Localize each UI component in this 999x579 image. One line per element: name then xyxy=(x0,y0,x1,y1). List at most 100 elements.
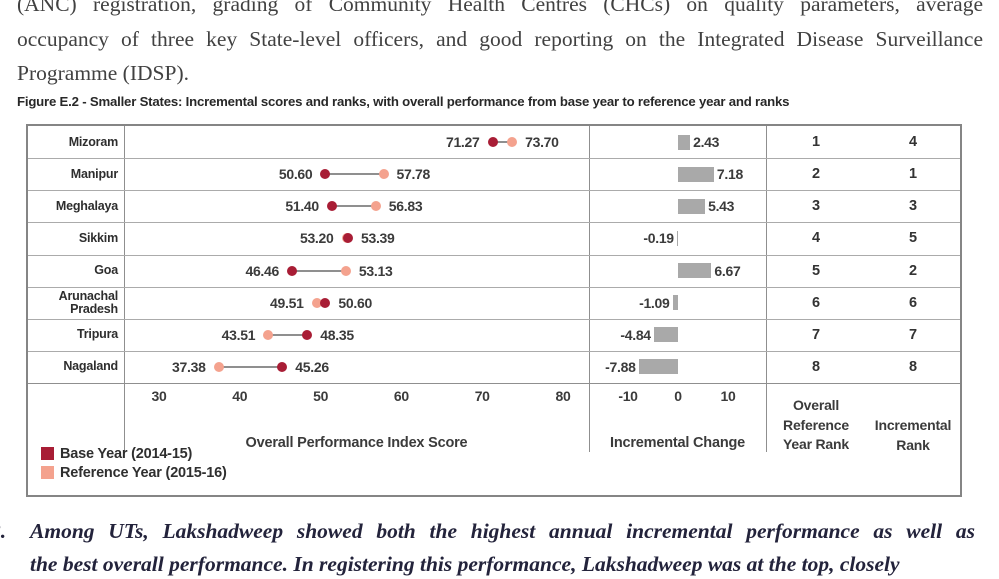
row-separator xyxy=(28,318,960,320)
incremental-rank: 4 xyxy=(908,134,918,151)
chart-body-bottom-line xyxy=(28,383,960,384)
incremental-rank: 2 xyxy=(908,262,918,279)
reference-year-dot xyxy=(311,297,322,308)
incremental-rank: 5 xyxy=(908,230,918,247)
reference-year-dot xyxy=(370,201,381,212)
reference-year-swatch xyxy=(41,466,54,479)
list-item-marker: 2. xyxy=(0,519,7,543)
base-year-dot xyxy=(343,233,353,244)
state-label: Manipur xyxy=(70,166,118,181)
base-year-dot xyxy=(326,201,337,212)
overall-reference-year-rank: 6 xyxy=(811,294,821,311)
low-value-label: 50.60 xyxy=(278,166,313,183)
main-axis-tick: 30 xyxy=(151,388,167,404)
incremental-bar xyxy=(678,263,712,279)
base-year-dot xyxy=(302,329,313,340)
list-item-line-clipped: the best overall performance. In registe… xyxy=(30,552,900,576)
high-value-label: 45.26 xyxy=(295,358,329,375)
high-value-label: 50.60 xyxy=(338,294,372,311)
dumbbell-connector xyxy=(492,141,513,144)
state-label: Mizoram xyxy=(68,134,119,149)
overall-reference-year-rank-header: Overall Reference Year Rank xyxy=(766,396,866,455)
incremental-axis-title: Incremental Change xyxy=(610,435,745,451)
low-value-label: 43.51 xyxy=(221,326,256,343)
state-label: Goa xyxy=(94,263,118,278)
incremental-bar xyxy=(676,230,678,246)
paragraph-line: occupancy of three key State-level offic… xyxy=(17,26,983,51)
label-column-divider xyxy=(124,126,125,452)
row-separator xyxy=(28,222,960,224)
high-value-label: 73.70 xyxy=(525,134,559,151)
incremental-value-label: -7.88 xyxy=(605,358,636,375)
incremental-value-label: -0.19 xyxy=(643,230,674,247)
paragraph-line: (ANC) registration, grading of Community… xyxy=(17,0,983,16)
reference-year-dot xyxy=(507,137,518,148)
main-axis-tick: 40 xyxy=(232,388,248,404)
main-axis-title: Overall Performance Index Score xyxy=(245,435,468,451)
incremental-bar xyxy=(678,166,714,182)
low-value-label: 49.51 xyxy=(270,294,304,311)
header-line: Year Rank xyxy=(783,436,849,452)
intro-paragraph: (ANC) registration, grading of Community… xyxy=(17,0,983,91)
base-year-dot xyxy=(277,361,288,372)
reference-year-dot xyxy=(263,329,274,340)
incremental-value-label: 6.67 xyxy=(714,262,741,279)
base-year-dot xyxy=(487,137,498,148)
incremental-bar xyxy=(653,327,678,343)
dumbbell-connector xyxy=(218,365,283,368)
dumbbell-connector xyxy=(331,205,376,208)
header-line: Rank xyxy=(896,436,930,453)
overall-reference-year-rank: 2 xyxy=(811,166,821,183)
low-value-label: 53.20 xyxy=(299,230,334,247)
row-separator xyxy=(28,254,960,256)
incremental-axis-tick: -10 xyxy=(618,388,638,404)
list-item-line: Among UTs, Lakshadweep showed both the h… xyxy=(30,519,975,543)
overall-reference-year-rank: 7 xyxy=(811,326,821,343)
incremental-ranks-divider xyxy=(766,126,767,452)
incremental-rank: 1 xyxy=(908,166,918,183)
incremental-bar xyxy=(678,198,706,214)
dumbbell-connector xyxy=(292,269,346,272)
low-value-label: 37.38 xyxy=(172,358,206,375)
main-axis-tick: 80 xyxy=(555,388,571,404)
incremental-value-label: -4.84 xyxy=(620,326,651,343)
incremental-rank: 3 xyxy=(908,198,918,215)
legend-item-base-year: Base Year (2014-15) xyxy=(41,444,227,463)
chart-legend: Base Year (2014-15) Reference Year (2015… xyxy=(41,444,227,482)
incremental-value-label: -1.09 xyxy=(639,294,670,311)
row-separator xyxy=(28,350,960,352)
incremental-bar xyxy=(638,359,678,375)
incremental-value-label: 2.43 xyxy=(693,134,720,151)
base-year-dot xyxy=(320,297,331,308)
row-separator xyxy=(28,158,960,160)
overall-reference-year-rank: 8 xyxy=(811,358,821,375)
state-label: Tripura xyxy=(77,327,118,342)
incremental-rank-header: Incremental Rank xyxy=(866,416,960,455)
incremental-axis-tick: 0 xyxy=(674,388,682,404)
figure-caption: Figure E.2 - Smaller States: Incremental… xyxy=(17,94,790,109)
high-value-label: 48.35 xyxy=(320,326,354,343)
figure-e2-chart: Mizoram 71.27 73.70 2.43 1 4 Manipur 50.60 57.78… xyxy=(26,124,962,497)
base-year-swatch xyxy=(41,447,54,460)
reference-year-dot xyxy=(340,265,351,276)
high-value-label: 57.78 xyxy=(396,166,431,183)
incremental-value-label: 7.18 xyxy=(716,166,743,183)
base-year-dot xyxy=(320,169,331,180)
state-label: Arunachal Pradesh xyxy=(58,288,119,316)
incremental-axis-tick: 10 xyxy=(720,388,736,404)
legend-label: Reference Year (2015-16) xyxy=(60,464,227,481)
high-value-label: 53.13 xyxy=(358,262,393,279)
paragraph-line: Programme (IDSP). xyxy=(17,61,189,85)
main-axis-tick: 50 xyxy=(313,388,329,404)
low-value-label: 51.40 xyxy=(285,198,319,215)
state-label: Nagaland xyxy=(63,359,118,374)
overall-reference-year-rank: 1 xyxy=(811,134,821,151)
overall-reference-year-rank: 3 xyxy=(811,198,821,215)
dumbbell-connector xyxy=(268,333,308,336)
row-separator xyxy=(28,286,960,288)
row-separator xyxy=(28,190,960,192)
incremental-rank: 8 xyxy=(908,358,918,375)
low-value-label: 46.46 xyxy=(245,262,279,279)
score-incremental-divider xyxy=(589,126,590,452)
main-axis-tick: 70 xyxy=(474,388,490,404)
